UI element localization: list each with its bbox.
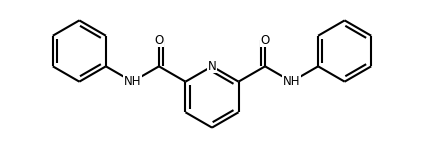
Text: NH: NH: [124, 75, 141, 88]
Text: O: O: [154, 34, 164, 47]
Text: NH: NH: [283, 75, 300, 88]
Text: O: O: [260, 34, 270, 47]
Text: N: N: [208, 60, 216, 73]
